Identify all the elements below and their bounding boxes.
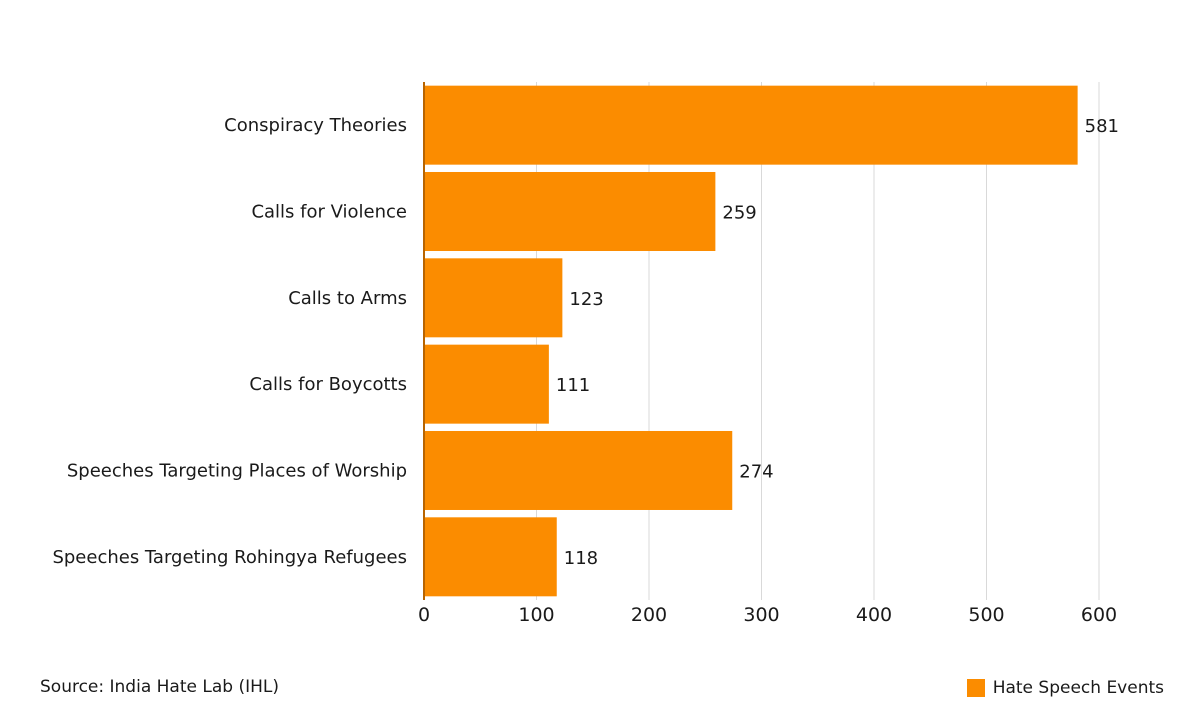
- legend-label: Hate Speech Events: [992, 678, 1164, 698]
- x-tick-label: 300: [743, 604, 779, 626]
- category-label: Calls for Violence: [251, 201, 407, 222]
- data-label: 111: [556, 375, 590, 396]
- bar: [424, 85, 1078, 165]
- x-tick-label: 600: [1081, 604, 1117, 626]
- bar: [424, 171, 716, 251]
- data-label: 274: [739, 461, 773, 482]
- x-tick-label: 200: [631, 604, 667, 626]
- bars: [424, 85, 1078, 597]
- x-tick-label: 0: [418, 604, 430, 626]
- category-label: Conspiracy Theories: [224, 115, 407, 136]
- category-labels: Conspiracy Theories Calls for Violence Cal…: [52, 115, 407, 568]
- legend: Hate Speech Events: [966, 678, 1164, 698]
- legend-swatch: [966, 679, 985, 697]
- bar: [424, 517, 557, 597]
- gridlines: [536, 82, 1100, 600]
- x-tick-labels: 0 100 200 300 400 500 600: [418, 604, 1117, 626]
- source-note: Source: India Hate Lab (IHL): [40, 677, 279, 697]
- data-label: 259: [722, 202, 756, 223]
- category-label: Calls to Arms: [288, 288, 407, 309]
- value-labels: 581 259 123 111 274 118: [556, 116, 1119, 569]
- data-label: 123: [569, 289, 603, 310]
- x-tick-label: 400: [856, 604, 892, 626]
- category-label: Calls for Boycotts: [249, 374, 407, 395]
- x-tick-label: 100: [518, 604, 554, 626]
- category-label: Speeches Targeting Places of Worship: [67, 460, 407, 481]
- bar: [424, 430, 733, 510]
- bar: [424, 258, 563, 338]
- x-tick-label: 500: [968, 604, 1004, 626]
- data-label: 118: [564, 548, 598, 569]
- category-label: Speeches Targeting Rohingya Refugees: [52, 547, 407, 568]
- data-label: 581: [1085, 116, 1119, 137]
- bar: [424, 344, 549, 424]
